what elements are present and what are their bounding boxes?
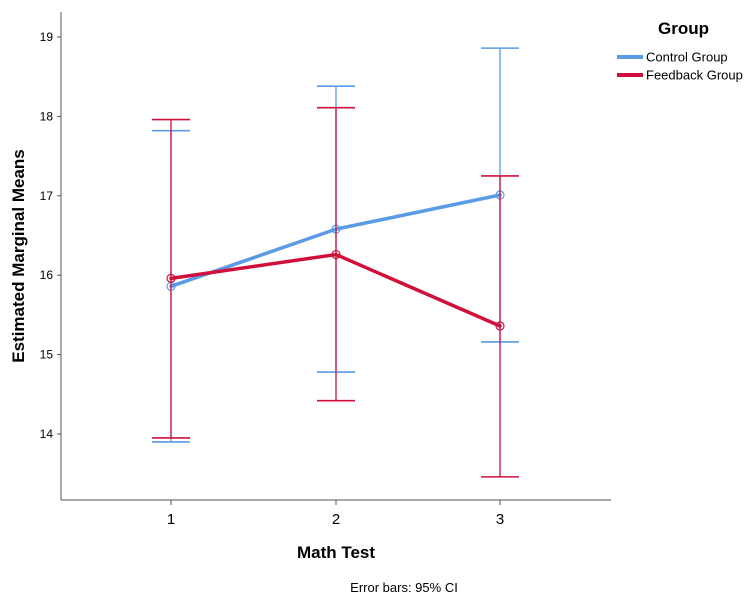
legend: Group Control Group Feedback Group: [617, 19, 743, 83]
data-point: [495, 321, 505, 331]
legend-items: Control Group Feedback Group: [617, 50, 743, 83]
y-tick-label: 17: [40, 189, 54, 203]
y-tick-label: 18: [40, 109, 54, 123]
series-line: [169, 252, 502, 328]
series-feedback-group: [152, 106, 519, 478]
data-point: [331, 249, 341, 260]
y-tick-label: 16: [40, 268, 54, 282]
legend-label: Feedback Group: [646, 68, 743, 83]
legend-title: Group: [658, 19, 709, 38]
y-tick-label: 14: [40, 427, 54, 441]
x-axis-title: Math Test: [297, 543, 375, 562]
x-tick-label: 3: [496, 511, 504, 528]
x-tick-label: 1: [167, 511, 175, 528]
y-axis-title: Estimated Marginal Means: [9, 149, 28, 363]
data-point: [166, 273, 176, 283]
x-ticks: 1 2 3: [167, 500, 504, 528]
error-bar-note: Error bars: 95% CI: [350, 580, 458, 595]
y-tick-label: 15: [40, 348, 54, 362]
x-tick-label: 2: [332, 511, 340, 528]
y-tick-label: 19: [40, 30, 54, 44]
legend-item: Control Group: [617, 50, 728, 65]
series: [152, 47, 519, 478]
legend-label: Control Group: [646, 50, 728, 65]
y-ticks: 14 15 16 17 18 19: [40, 30, 61, 441]
legend-item: Feedback Group: [617, 68, 743, 83]
